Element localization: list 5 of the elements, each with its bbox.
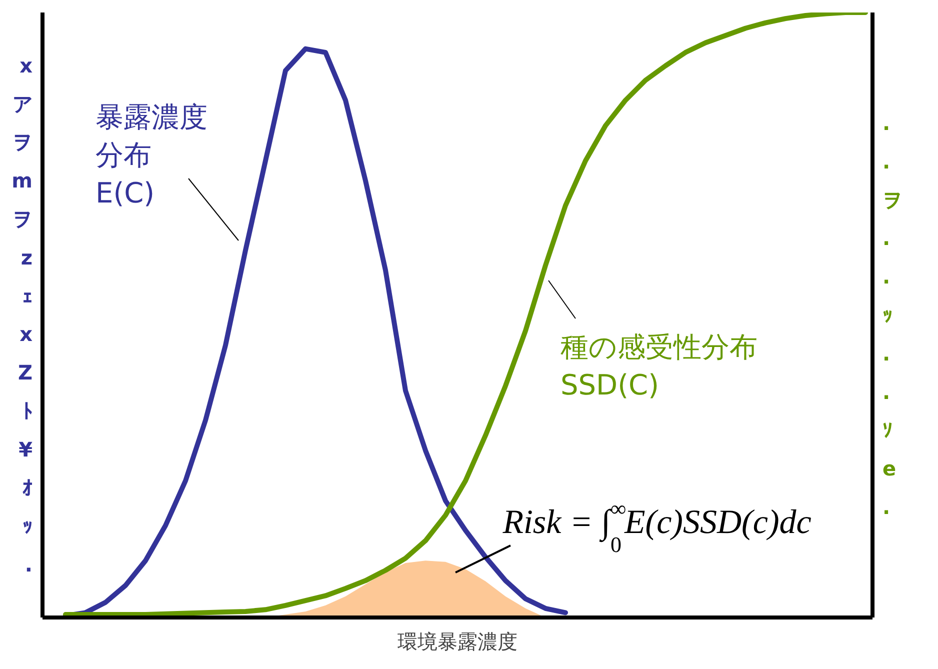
series-label: 種の感受性分布SSD(C) [560, 330, 758, 402]
x-axis-title: 環境暴露濃度 [398, 630, 518, 654]
text: xアヲmヲzｪxZﾄ¥ｵｯ. [12, 53, 33, 577]
series-label: 暴露濃度分布E(C) [96, 100, 208, 210]
text: ..ヲ..ｯ..ｿe. [882, 111, 902, 519]
